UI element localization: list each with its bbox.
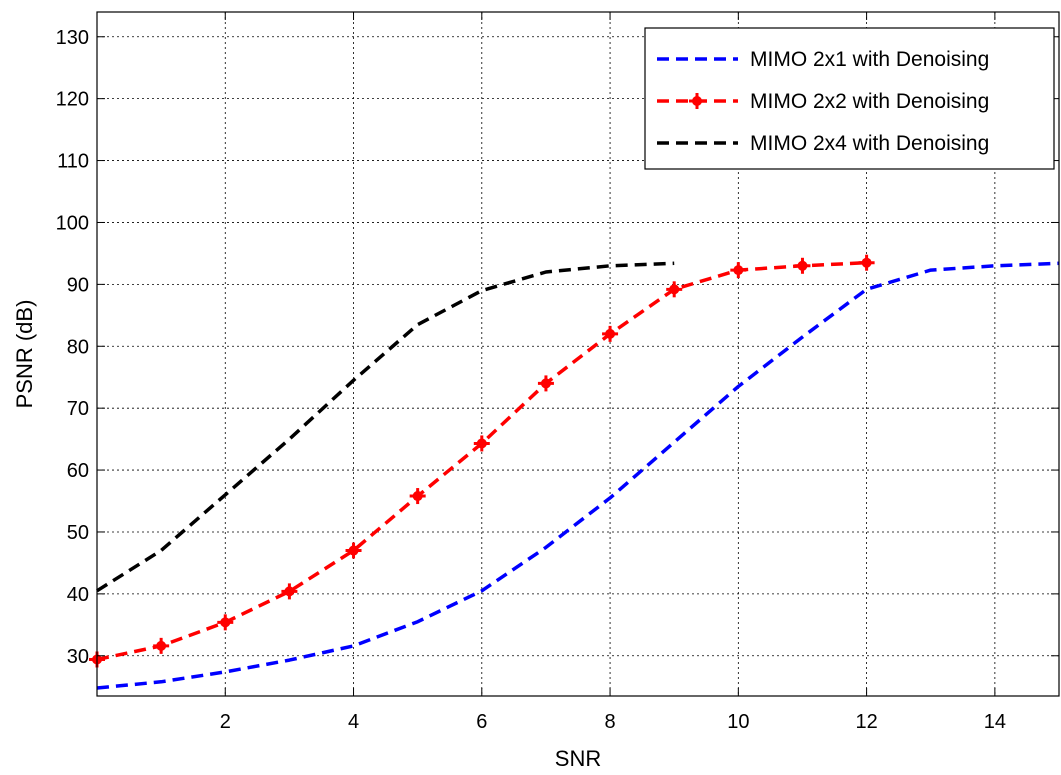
x-tick-label: 4 (348, 711, 359, 733)
data-point-marker (602, 325, 619, 342)
series-line-0 (96, 261, 1060, 690)
marker-dot (476, 438, 487, 449)
marker-dot (284, 586, 295, 597)
data-point-marker (153, 637, 170, 654)
legend-entry-2x2: MIMO 2x2 with Denoising (657, 90, 989, 113)
series-line-2 (96, 261, 675, 593)
y-tick-label: 130 (56, 27, 89, 49)
legend-entry-2x4: MIMO 2x4 with Denoising (657, 132, 989, 155)
data-point-marker (858, 254, 875, 271)
legend-marker-symbol (689, 93, 705, 109)
data-point-marker (409, 488, 426, 505)
y-tick-label: 100 (56, 212, 89, 234)
y-axis-label: PSNR (dB) (12, 300, 37, 409)
x-tick-label: 10 (727, 711, 749, 733)
data-point-marker (730, 262, 747, 279)
data-point-marker (473, 435, 490, 452)
x-tick-label: 8 (605, 711, 616, 733)
plot-frame (96, 11, 1060, 697)
y-tick-label: 110 (57, 151, 89, 173)
data-point-marker (794, 257, 811, 274)
y-tick-label: 50 (67, 522, 89, 544)
marker-dot (692, 96, 702, 106)
marker-dot (861, 257, 872, 268)
x-tick-label: 6 (476, 711, 487, 733)
marker-dot (348, 545, 359, 556)
y-tick-label: 40 (67, 584, 89, 606)
ticks (97, 12, 1059, 696)
y-tick-label: 120 (56, 89, 89, 111)
data-point-marker (217, 614, 234, 631)
data-point-marker (281, 583, 298, 600)
y-tick-label: 90 (67, 274, 89, 296)
marker-dot (412, 491, 423, 502)
marker-dot (733, 265, 744, 276)
marker-dot (220, 617, 231, 628)
x-tick-label: 14 (984, 711, 1006, 733)
x-axis-label: SNR (555, 746, 601, 771)
marker-dot (540, 378, 551, 389)
y-tick-label: 80 (67, 336, 89, 358)
marker-dot (156, 640, 167, 651)
y-tick-label: 60 (67, 460, 89, 482)
x-tick-label: 2 (220, 711, 231, 733)
y-tick-label: 70 (67, 398, 89, 420)
legend-marker-2x2 (689, 93, 705, 109)
legend: MIMO 2x1 with Denoising MIMO 2x2 with De… (644, 27, 1055, 170)
tick-labels: 2 4 6 8 10 12 14 30 40 50 60 70 80 90 100 110 120 130 (56, 27, 1006, 733)
x-tick-label: 12 (855, 711, 877, 733)
legend-box (644, 27, 1055, 170)
marker-dot (669, 284, 680, 295)
marker-dot (797, 260, 808, 271)
y-tick-label: 30 (67, 646, 89, 668)
data-point-marker (345, 542, 362, 559)
legend-entry-2x1: MIMO 2x1 with Denoising (657, 48, 989, 71)
legend-label-2x2: MIMO 2x2 with Denoising (750, 90, 989, 113)
legend-label-2x1: MIMO 2x1 with Denoising (750, 48, 989, 71)
marker-dot (605, 328, 616, 339)
data-point-marker (666, 281, 683, 298)
legend-label-2x4: MIMO 2x4 with Denoising (750, 132, 989, 155)
data-point-marker (537, 375, 554, 392)
